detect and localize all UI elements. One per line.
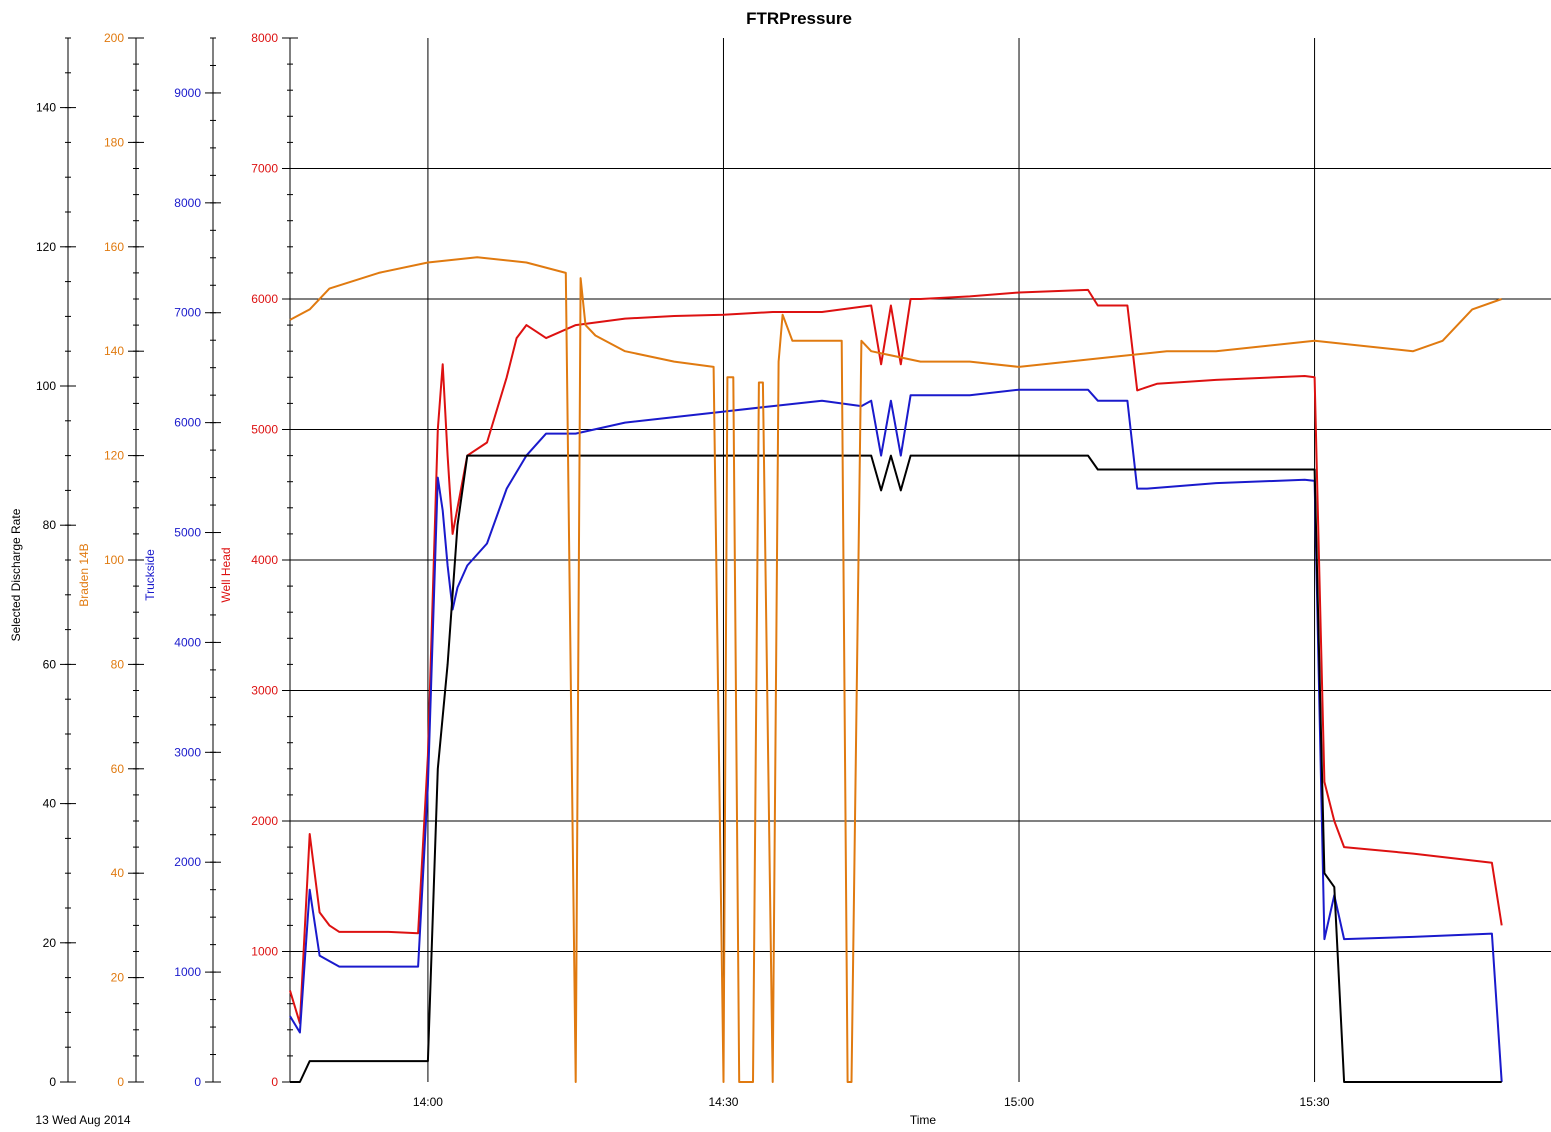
y-tick-label: 8000: [251, 31, 278, 45]
x-tick-label: 14:30: [708, 1095, 738, 1109]
y-tick-label: 6000: [174, 416, 201, 430]
series-line: [289, 256, 1503, 1083]
y-axes: 0 20 40 60 80 100 120 140 Selected Discharge Rat…: [9, 31, 298, 1089]
chart-title: FTRPressure: [746, 9, 852, 28]
series-lines: [289, 256, 1503, 1083]
y-tick-label: 120: [104, 449, 124, 463]
y-tick-label: 200: [104, 31, 124, 45]
y-tick-label: 140: [104, 344, 124, 358]
y-tick-label: 40: [43, 797, 57, 811]
y-tick-label: 2000: [251, 814, 278, 828]
y-axis-title: Braden 14B: [77, 543, 91, 606]
y-axis-title: Well Head: [219, 547, 233, 602]
y-axis-2: 0 1000 2000 3000 4000 5000 6000 7000 8000 9000 Tru…: [143, 37, 221, 1089]
y-tick-label: 4000: [251, 553, 278, 567]
y-tick-label: 100: [36, 379, 56, 393]
date-label: 13 Wed Aug 2014: [35, 1113, 131, 1127]
y-tick-label: 1000: [251, 945, 278, 959]
y-tick-label: 9000: [174, 86, 201, 100]
y-tick-label: 120: [36, 240, 56, 254]
y-tick-label: 5000: [174, 526, 201, 540]
y-tick-label: 20: [43, 936, 57, 950]
y-tick-label: 60: [43, 657, 57, 671]
y-tick-label: 60: [111, 762, 125, 776]
series-line: [290, 454, 1502, 1083]
y-tick-label: 3000: [251, 684, 278, 698]
y-axis-title: Selected Discharge Rate: [9, 508, 23, 641]
x-tick-label: 15:00: [1004, 1095, 1034, 1109]
y-tick-label: 20: [111, 971, 125, 985]
y-tick-label: 40: [111, 866, 125, 880]
y-tick-label: 80: [43, 518, 57, 532]
y-axis-0: 0 20 40 60 80 100 120 140 Selected Discharge Rat…: [9, 37, 76, 1089]
y-tick-label: 100: [104, 553, 124, 567]
y-tick-label: 3000: [174, 745, 201, 759]
y-tick-label: 180: [104, 135, 124, 149]
x-tick-label: 15:30: [1300, 1095, 1330, 1109]
y-tick-label: 7000: [174, 306, 201, 320]
y-tick-label: 5000: [251, 423, 278, 437]
y-tick-label: 1000: [174, 965, 201, 979]
grid-lines: [290, 38, 1551, 1082]
x-axis-title: Time: [910, 1113, 937, 1127]
y-axis-title: Truckside: [143, 549, 157, 601]
y-tick-label: 160: [104, 240, 124, 254]
y-tick-label: 0: [271, 1075, 278, 1089]
y-tick-label: 2000: [174, 855, 201, 869]
y-tick-label: 4000: [174, 635, 201, 649]
y-tick-label: 0: [117, 1075, 124, 1089]
y-tick-label: 0: [49, 1075, 56, 1089]
y-tick-label: 0: [194, 1075, 201, 1089]
series-line: [289, 388, 1503, 1083]
y-tick-label: 80: [111, 657, 125, 671]
y-tick-label: 140: [36, 101, 56, 115]
y-axis-1: 0 20 40 60 80 100 120 140 160 180 200 Braden 14B: [77, 31, 144, 1089]
y-tick-label: 7000: [251, 162, 278, 176]
y-axis-3: 0 1000 2000 3000 4000 5000 6000 7000 8000 Well He…: [219, 31, 298, 1089]
x-axis: 14:00 14:30 15:00 15:30: [413, 1095, 1330, 1109]
series-line: [289, 288, 1503, 1025]
y-tick-label: 6000: [251, 292, 278, 306]
x-tick-label: 14:00: [413, 1095, 443, 1109]
y-tick-label: 8000: [174, 196, 201, 210]
